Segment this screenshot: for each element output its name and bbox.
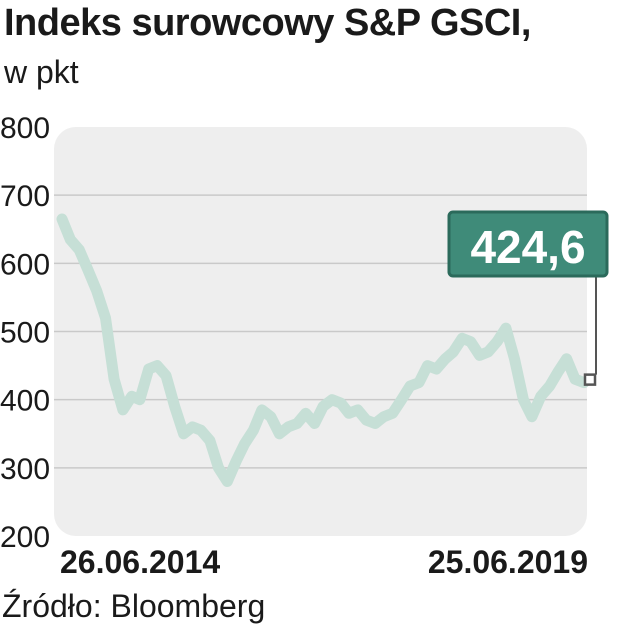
y-tick-label: 700 [0,180,50,213]
last-value-label: 424,6 [470,221,585,273]
last-value-callout-box [447,210,609,278]
y-tick-label: 500 [0,317,50,350]
y-tick-label: 800 [0,112,50,145]
chart-unit-label: w pkt [4,54,79,90]
y-axis-ticks: 200 300 400 500 600 700 800 [0,112,50,554]
source-note: Źródło: Bloomberg [2,588,266,624]
y-tick-label: 600 [0,248,50,281]
y-tick-label: 400 [0,385,50,418]
x-tick-label: 26.06.2014 [60,544,220,580]
x-axis-ticks: 26.06.2014 25.06.2019 [60,544,588,580]
x-tick-label: 25.06.2019 [428,544,588,580]
y-tick-label: 300 [0,453,50,486]
y-tick-label: 200 [0,521,50,554]
series-line [56,213,590,487]
chart-title: Indeks surowcowy S&P GSCI, [4,2,531,44]
last-value-marker [583,373,597,386]
